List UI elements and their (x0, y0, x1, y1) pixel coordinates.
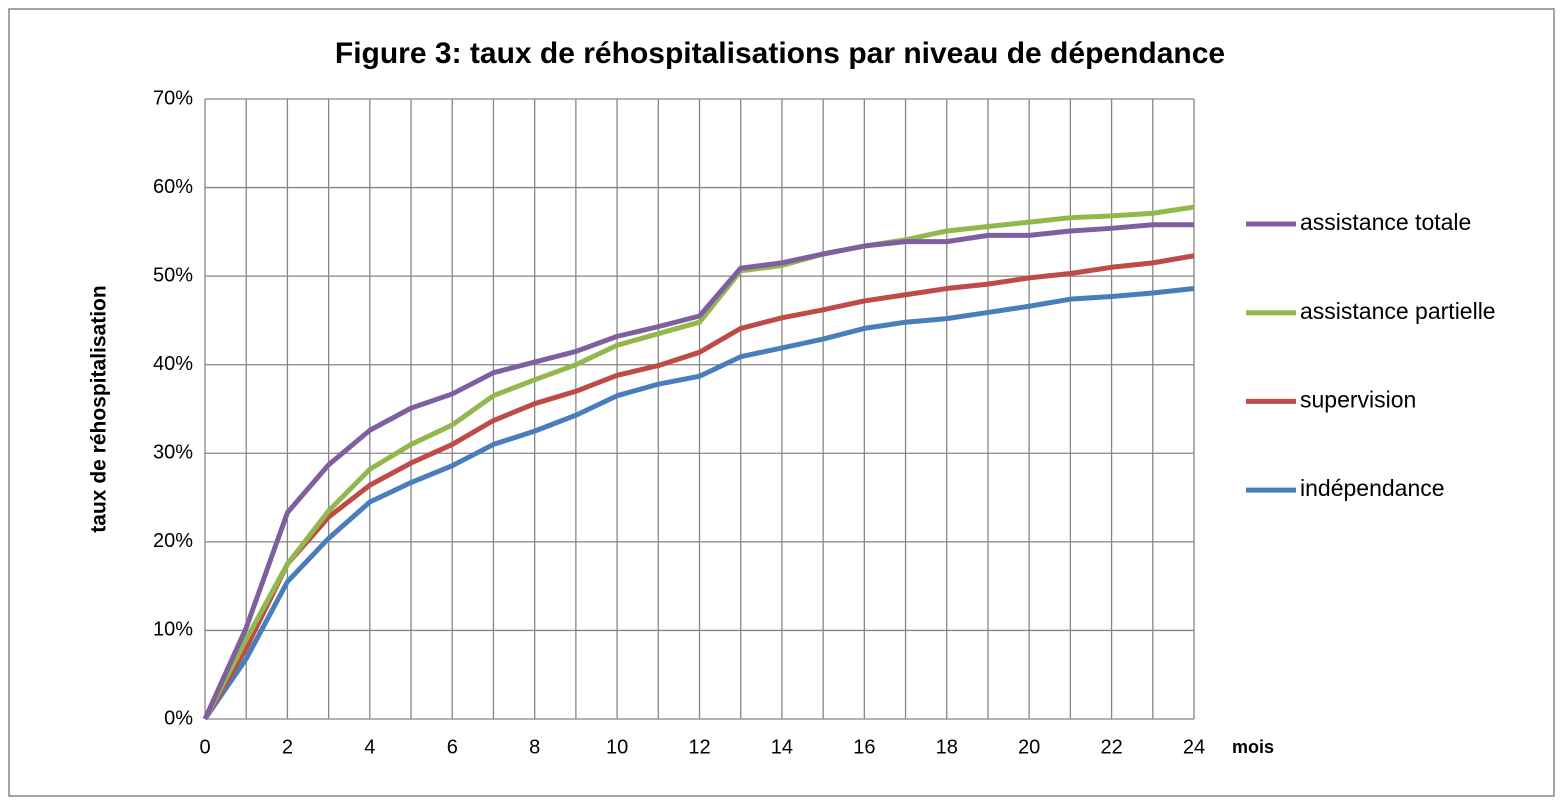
x-tick-label: 0 (199, 736, 210, 758)
y-tick-label: 20% (153, 530, 193, 552)
y-tick-label: 70% (153, 87, 193, 109)
y-tick-label: 50% (153, 264, 193, 286)
y-tick-label: 10% (153, 619, 193, 641)
y-tick-label: 40% (153, 353, 193, 375)
x-tick-label: 24 (1183, 736, 1205, 758)
series-line (202, 286, 1195, 721)
series-line (202, 222, 1194, 721)
y-tick-label: 0% (164, 707, 193, 729)
x-tick-label: 22 (1100, 736, 1122, 758)
legend-label: assistance partielle (1300, 298, 1496, 324)
legend-label: supervision (1300, 386, 1416, 412)
y-tick-label: 60% (153, 176, 193, 198)
x-axis-label: mois (1232, 737, 1274, 757)
series-line (202, 204, 1195, 721)
legend-label: assistance totale (1300, 209, 1471, 235)
x-tick-label: 20 (1018, 736, 1040, 758)
y-axis-label: taux de réhospitalisation (88, 285, 111, 532)
x-tick-label: 2 (282, 736, 293, 758)
x-tick-label: 8 (529, 736, 540, 758)
y-tick-label: 30% (153, 442, 193, 464)
x-tick-label: 12 (688, 736, 710, 758)
x-tick-label: 10 (606, 736, 628, 758)
x-tick-label: 16 (853, 736, 875, 758)
x-tick-label: 18 (936, 736, 958, 758)
x-tick-label: 4 (364, 736, 375, 758)
series-line (202, 253, 1195, 721)
legend-label: indépendance (1300, 475, 1445, 501)
x-tick-label: 14 (771, 736, 793, 758)
x-tick-label: 6 (447, 736, 458, 758)
chart-title: Figure 3: taux de réhospitalisations par… (335, 37, 1225, 70)
